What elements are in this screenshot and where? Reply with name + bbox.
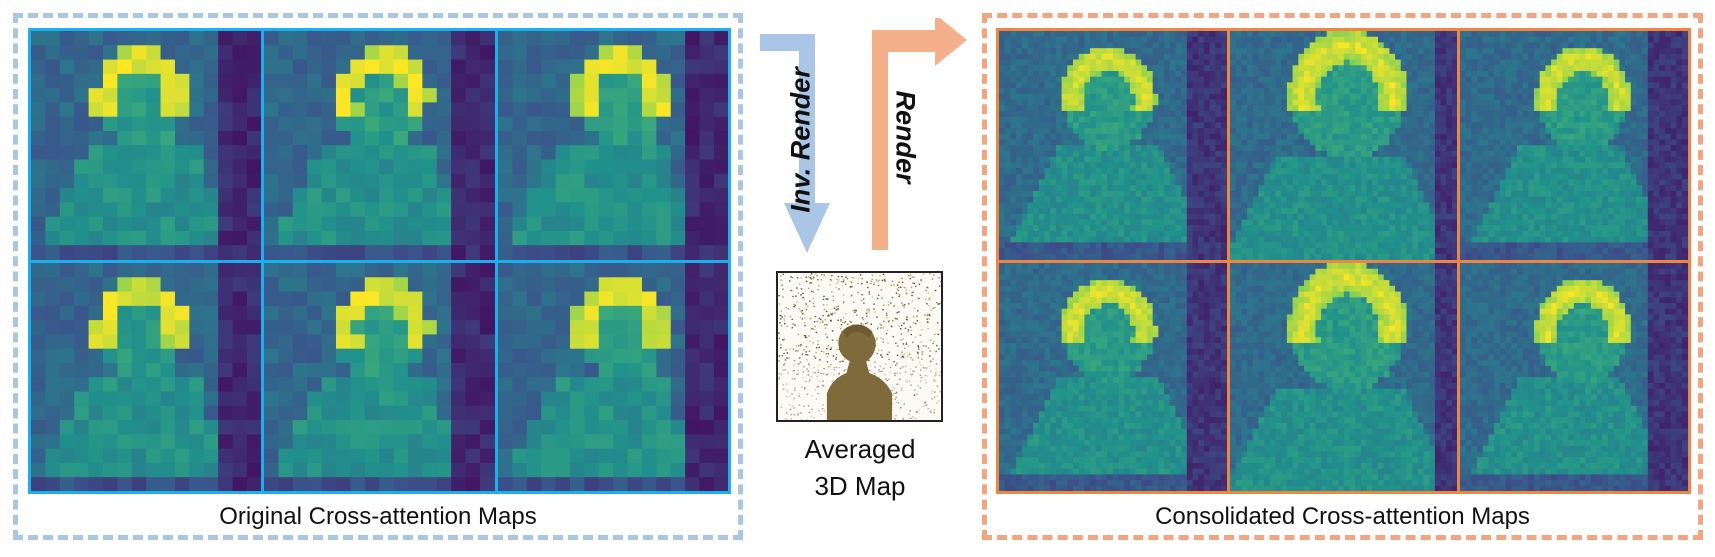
original-maps-grid — [28, 28, 731, 494]
map-caption-line-2: 3D Map — [814, 471, 906, 501]
original-map-6 — [497, 262, 728, 491]
consolidated-map-5 — [1229, 262, 1458, 491]
bust-silhouette — [826, 324, 893, 420]
render-arrows — [760, 18, 967, 253]
render-label: Render — [890, 90, 921, 184]
original-maps-panel: Original Cross-attention Maps — [13, 13, 743, 540]
original-map-4 — [31, 262, 262, 491]
original-maps-caption: Original Cross-attention Maps — [219, 503, 537, 530]
original-map-3 — [497, 31, 728, 260]
consolidated-map-6 — [1460, 262, 1688, 491]
inverse-render-label: Inv. Render — [785, 67, 816, 213]
inverse-render-arrow — [760, 34, 830, 253]
averaged-3d-map — [776, 271, 943, 422]
consolidated-map-3 — [1460, 31, 1688, 260]
consolidated-map-4 — [999, 262, 1227, 491]
original-map-2 — [264, 31, 495, 260]
consolidated-map-2 — [1229, 31, 1458, 260]
consolidated-maps-caption: Consolidated Cross-attention Maps — [1155, 503, 1530, 530]
render-arrow — [872, 18, 967, 250]
averaged-3d-map-caption: Averaged 3D Map — [770, 431, 950, 505]
consolidated-maps-grid — [996, 28, 1691, 494]
consolidated-map-1 — [999, 31, 1227, 260]
consolidated-maps-panel: Consolidated Cross-attention Maps — [982, 13, 1703, 540]
map-caption-line-1: Averaged — [804, 434, 916, 464]
averaged-3d-map-image — [778, 273, 941, 420]
original-map-1 — [31, 31, 262, 260]
original-map-5 — [264, 262, 495, 491]
